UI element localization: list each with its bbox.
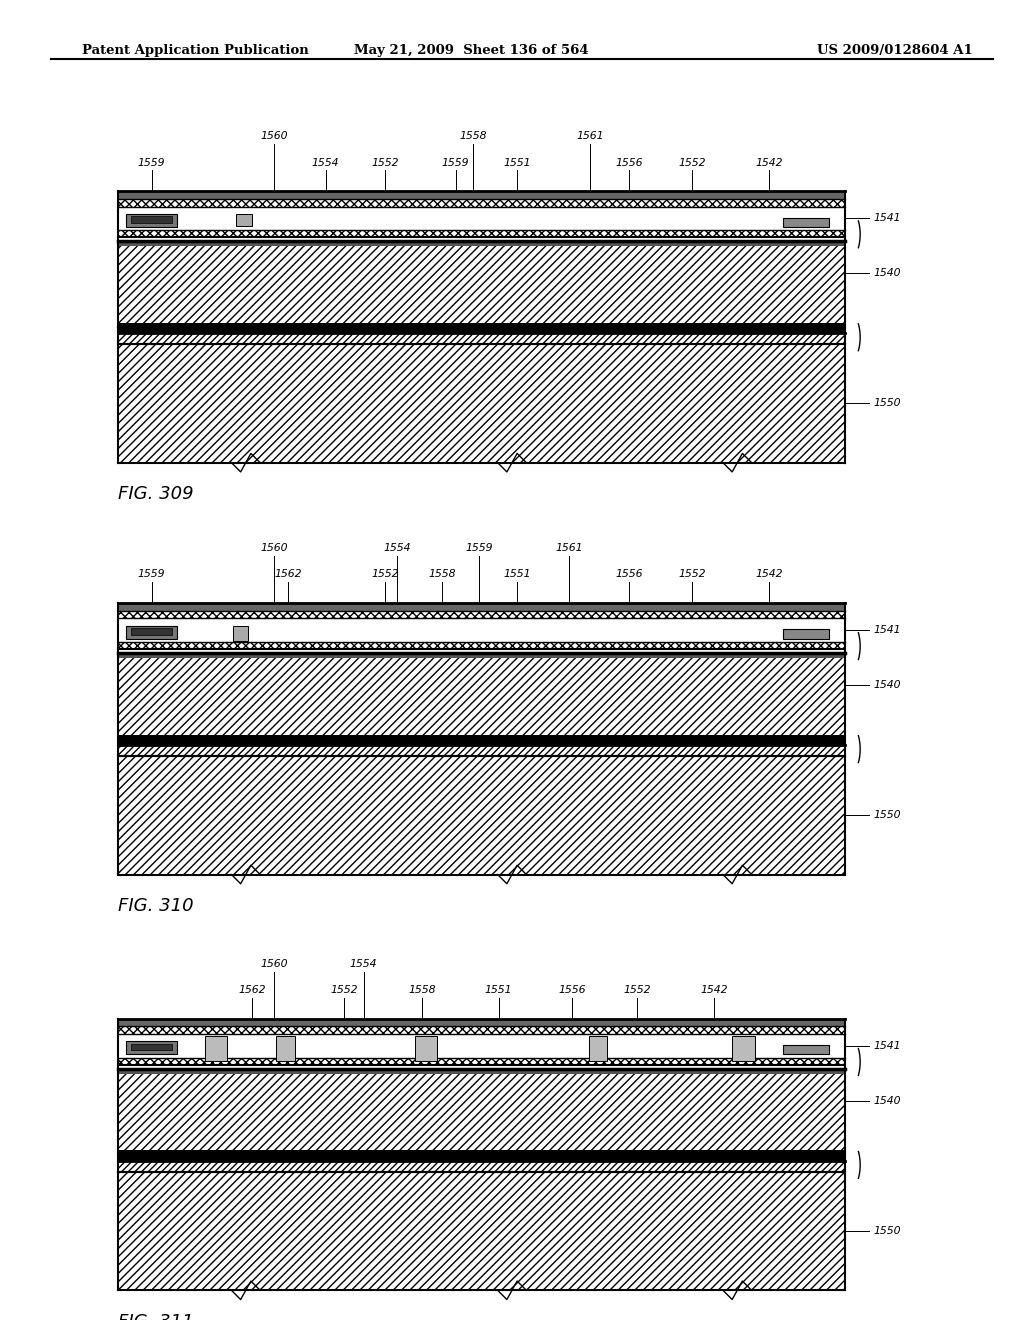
Bar <box>118 652 845 739</box>
Bar <box>131 216 172 223</box>
Bar <box>118 1150 845 1162</box>
Bar <box>118 1172 845 1291</box>
Bar <box>118 1069 845 1074</box>
Bar <box>205 1036 227 1061</box>
Text: 1542: 1542 <box>700 985 727 995</box>
Text: 1558: 1558 <box>409 985 435 995</box>
Bar <box>783 1045 829 1055</box>
Bar <box>118 191 845 238</box>
Bar <box>118 333 845 343</box>
Text: 1552: 1552 <box>372 569 398 579</box>
Bar <box>276 1036 295 1061</box>
Text: 1554: 1554 <box>384 543 411 553</box>
Text: 1541: 1541 <box>873 214 901 223</box>
Bar <box>118 198 845 206</box>
Text: 1562: 1562 <box>239 985 265 995</box>
Text: FIG. 310: FIG. 310 <box>118 898 194 915</box>
Bar <box>118 1027 845 1035</box>
Text: 1552: 1552 <box>679 157 706 168</box>
Text: 1554: 1554 <box>350 958 377 969</box>
Bar <box>236 214 252 226</box>
Bar <box>118 1069 845 1154</box>
Text: 1558: 1558 <box>429 569 456 579</box>
Bar <box>118 1059 845 1064</box>
Text: 1562: 1562 <box>274 569 301 579</box>
Text: 1550: 1550 <box>873 810 901 820</box>
Text: 1541: 1541 <box>873 626 901 635</box>
Bar <box>118 744 845 755</box>
Bar <box>118 643 845 649</box>
Text: 1552: 1552 <box>372 157 398 168</box>
Text: 1559: 1559 <box>138 569 165 579</box>
Text: 1559: 1559 <box>442 157 469 168</box>
Bar <box>118 322 845 333</box>
Bar <box>118 343 845 462</box>
Bar <box>131 1044 172 1051</box>
Text: Patent Application Publication: Patent Application Publication <box>82 44 308 57</box>
Bar <box>131 628 172 635</box>
Bar <box>415 1036 437 1061</box>
Bar <box>589 1036 607 1061</box>
Text: 1559: 1559 <box>138 157 165 168</box>
Bar <box>126 214 177 227</box>
Text: 1551: 1551 <box>504 569 530 579</box>
Text: 1542: 1542 <box>756 157 782 168</box>
Text: 1552: 1552 <box>624 985 650 995</box>
Text: 1541: 1541 <box>873 1041 901 1051</box>
Bar <box>732 1036 755 1061</box>
Bar <box>118 755 845 874</box>
Bar <box>118 231 845 238</box>
Bar <box>118 1069 845 1154</box>
Bar <box>783 218 829 227</box>
Text: 1561: 1561 <box>577 131 603 141</box>
Text: 1561: 1561 <box>556 543 583 553</box>
Bar <box>118 1162 845 1172</box>
Bar <box>118 603 845 610</box>
Text: 1560: 1560 <box>261 131 288 141</box>
Text: 1551: 1551 <box>485 985 512 995</box>
Text: May 21, 2009  Sheet 136 of 564: May 21, 2009 Sheet 136 of 564 <box>353 44 589 57</box>
Text: 1559: 1559 <box>466 543 493 553</box>
Bar <box>118 240 845 326</box>
Bar <box>118 1019 845 1027</box>
Text: 1556: 1556 <box>615 569 642 579</box>
Bar <box>783 630 829 639</box>
Bar <box>118 242 845 246</box>
Text: 1558: 1558 <box>460 131 486 141</box>
Text: 1552: 1552 <box>331 985 357 995</box>
Text: US 2009/0128604 A1: US 2009/0128604 A1 <box>817 44 973 57</box>
Text: 1540: 1540 <box>873 1096 901 1106</box>
Text: 1560: 1560 <box>261 543 288 553</box>
Bar <box>118 1172 845 1291</box>
Bar <box>118 191 845 198</box>
Bar <box>118 343 845 462</box>
Text: 1540: 1540 <box>873 268 901 279</box>
Bar <box>118 653 845 659</box>
Text: 1550: 1550 <box>873 399 901 408</box>
Text: 1556: 1556 <box>559 985 586 995</box>
Text: 1540: 1540 <box>873 680 901 690</box>
Bar <box>118 603 845 649</box>
Bar <box>118 734 845 744</box>
Bar <box>118 652 845 739</box>
Text: FIG. 309: FIG. 309 <box>118 484 194 503</box>
Bar <box>233 626 248 642</box>
Bar <box>118 240 845 326</box>
Text: 1552: 1552 <box>679 569 706 579</box>
Text: 1550: 1550 <box>873 1226 901 1236</box>
Text: FIG. 311: FIG. 311 <box>118 1312 194 1320</box>
Bar <box>126 626 177 639</box>
Text: 1554: 1554 <box>312 157 339 168</box>
Bar <box>118 1019 845 1064</box>
Text: 1556: 1556 <box>615 157 642 168</box>
Text: 1560: 1560 <box>261 958 288 969</box>
Bar <box>118 755 845 874</box>
Text: 1551: 1551 <box>504 157 530 168</box>
Bar <box>126 1041 177 1055</box>
Text: 1542: 1542 <box>756 569 782 579</box>
Bar <box>118 611 845 618</box>
